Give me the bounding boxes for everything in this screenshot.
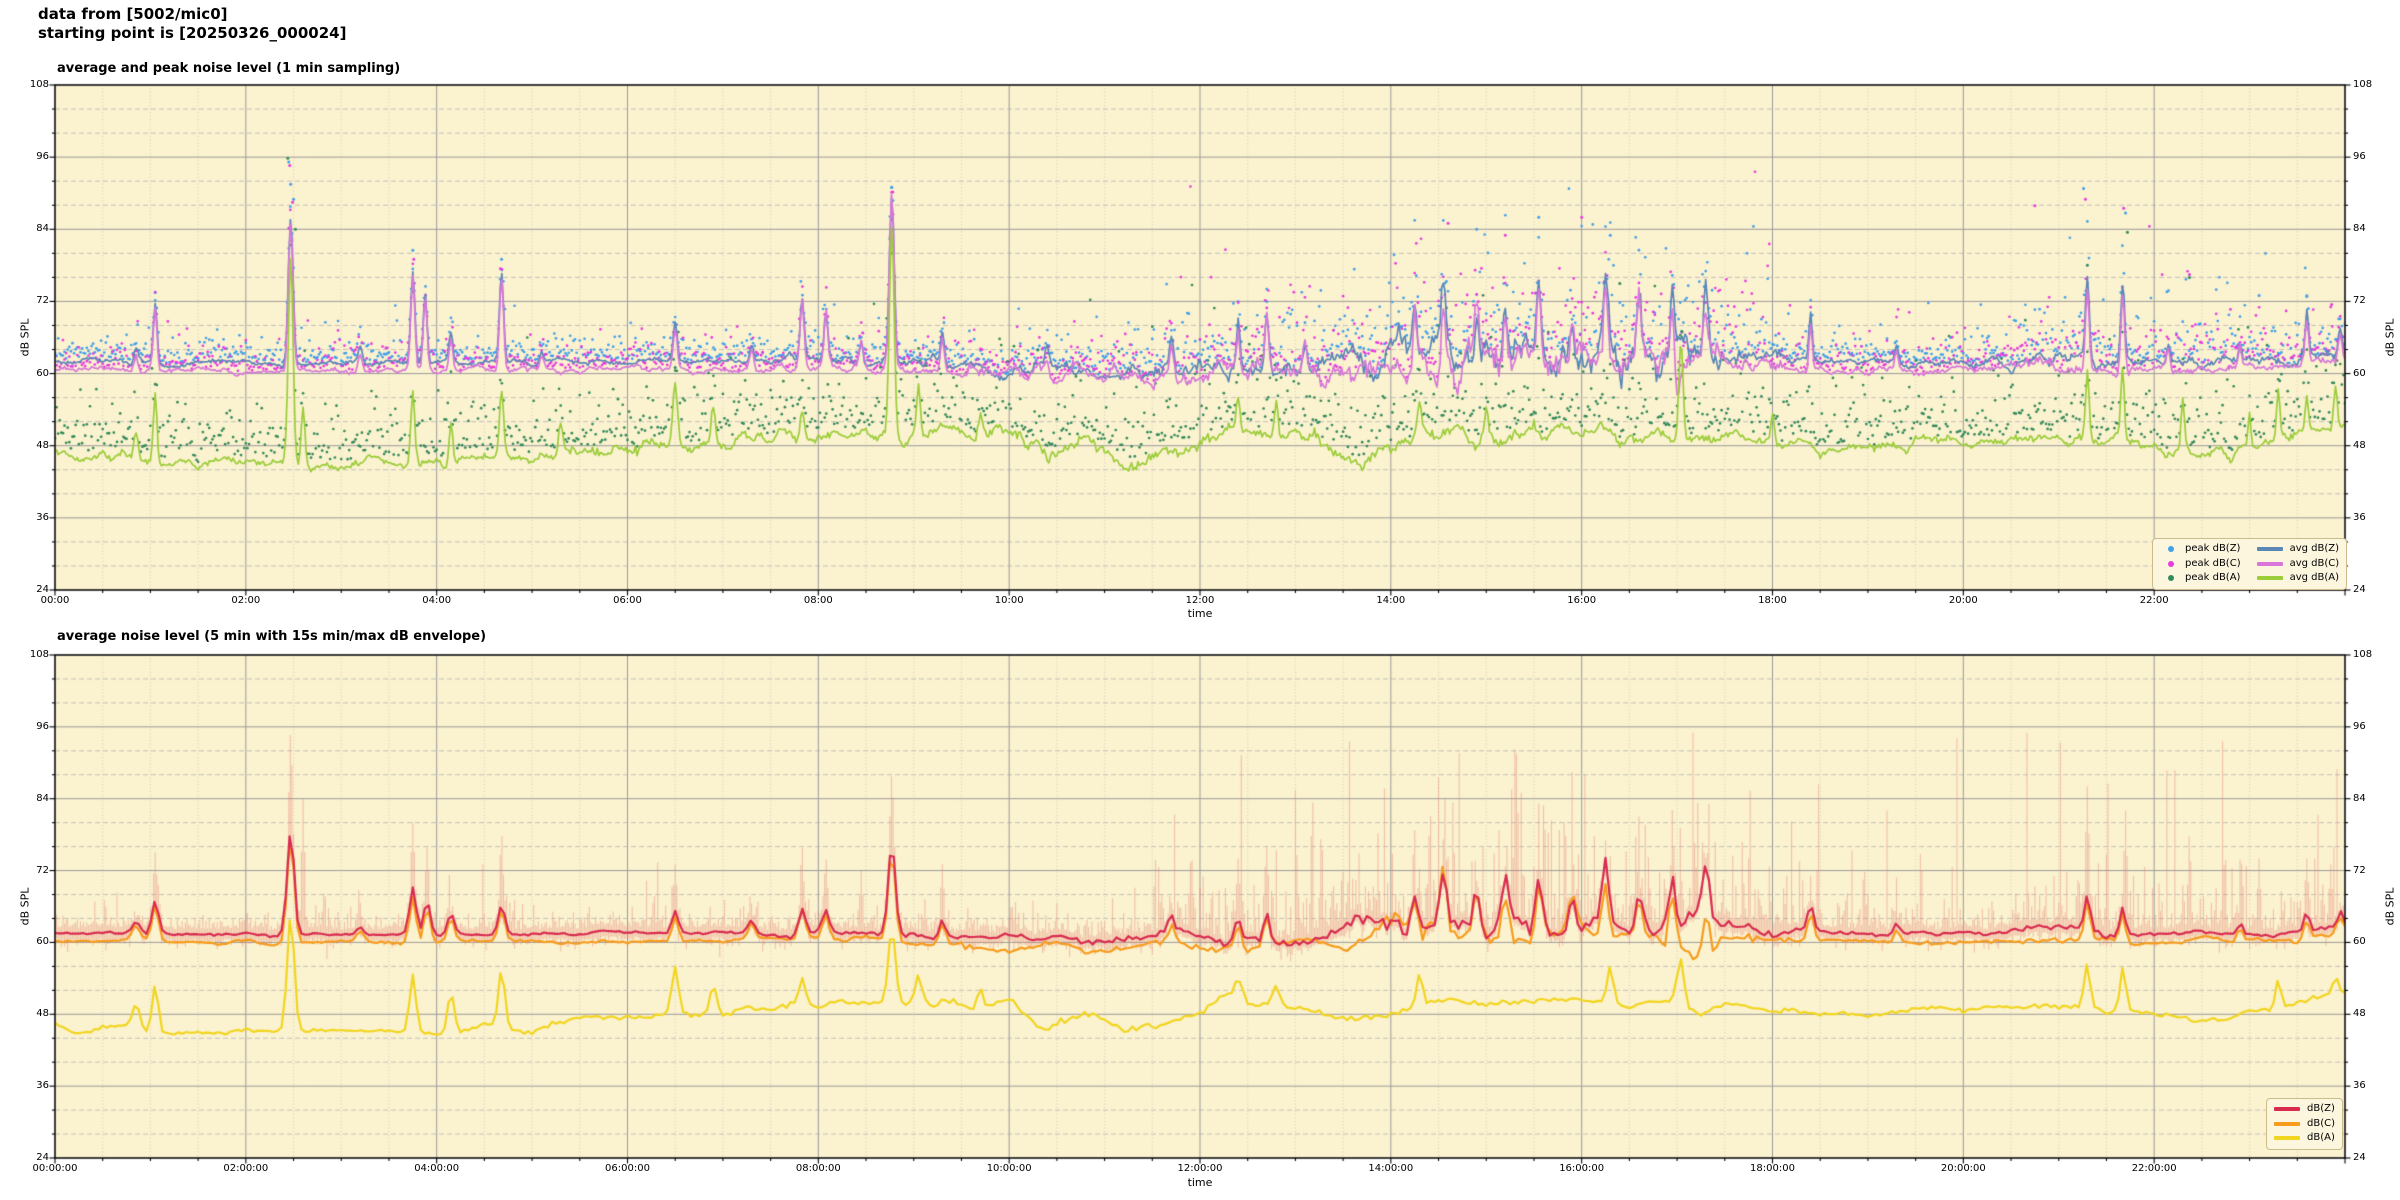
top-y-tick-label-right: 48 [2353,439,2366,451]
legend-entry: avg dB(Z) [2256,542,2340,557]
top-x-tick-label: 04:00 [422,595,452,606]
bottom-y-tick-label-right: 48 [2353,1008,2366,1020]
bottom-y-tick-label-right: 24 [2353,1152,2366,1163]
bottom-y-tick-label-right: 84 [2353,792,2366,804]
top-x-tick-label: 20:00 [1948,595,1978,606]
legend-label: dB(A) [2307,1132,2335,1143]
bottom-x-tick-label: 02:00:00 [223,1163,269,1174]
bottom-x-tick-label: 18:00:00 [1750,1163,1795,1174]
legend-entry: peak dB(A) [2160,571,2241,586]
top-y-tick-label-right: 84 [2353,223,2366,235]
top-y-tick-label-left: 108 [29,79,49,90]
legend-label: peak dB(A) [2185,572,2241,583]
bottom-y-tick-label-right: 36 [2353,1080,2366,1092]
legend-label: dB(C) [2307,1117,2335,1129]
bottom-y-tick-label-right: 96 [2353,720,2366,732]
top-y-tick-label-left: 72 [36,295,49,307]
bottom-x-tick-label: 00:00:00 [32,1163,78,1174]
top-y-tick-label-right: 108 [2353,79,2373,90]
top-x-tick-label: 02:00 [231,595,261,606]
top-y-tick-label-left: 24 [36,584,49,595]
bottom-x-tick-label: 06:00:00 [605,1163,650,1174]
top-x-tick-label: 10:00 [994,595,1024,606]
legend-line-swatch [2256,561,2283,566]
bottom-x-tick-label: 20:00:00 [1940,1163,1986,1174]
bottom-x-tick-label: 22:00:00 [2131,1163,2177,1174]
bottom-y-tick-label-left: 60 [36,936,49,948]
top-x-tick-label: 08:00 [803,595,833,606]
bottom-x-tick-label: 10:00:00 [986,1163,1032,1174]
top-x-tick-label: 22:00 [2139,595,2169,606]
legend-entry: dB(A) [2274,1131,2335,1146]
legend-label: avg dB(Z) [2289,543,2340,554]
top-y-tick-label-left: 84 [36,223,49,235]
top-x-tick-label: 00:00 [40,595,70,606]
top-y-tick-label-right: 60 [2353,367,2366,379]
legend-line-swatch [2274,1107,2300,1112]
legend-label: avg dB(A) [2289,572,2340,583]
bottom-y-tick-label-left: 108 [29,649,49,660]
top-y-tick-label-right: 72 [2353,295,2366,307]
bottom-y-tick-label-right: 108 [2353,649,2373,660]
top-y-tick-label-left: 48 [36,439,49,451]
legend-label: peak dB(C) [2185,557,2241,569]
top-x-tick-label: 18:00 [1758,595,1787,606]
bottom-x-tick-label: 12:00:00 [1177,1163,1223,1174]
top-x-tick-label: 16:00 [1567,595,1597,606]
legend-label: peak dB(Z) [2185,543,2241,554]
legend-dot-swatch [2168,546,2174,553]
bottom-y-tick-label-left: 84 [36,792,49,804]
legend-dot-swatch [2168,560,2174,567]
top-chart-canvas [0,48,2400,628]
bottom-y-tick-label-left: 96 [36,720,49,732]
legend-label: avg dB(C) [2289,557,2340,569]
top-chart-legend: peak dB(Z) avg dB(Z) peak dB(C) avg dB(C) pe… [2152,538,2348,590]
top-y-tick-label-left: 96 [36,151,49,163]
bottom-y-tick-label-left: 48 [36,1008,49,1020]
bottom-x-tick-label: 16:00:00 [1559,1163,1605,1174]
legend-dot-swatch [2168,575,2174,582]
bottom-x-tick-label: 08:00:00 [795,1163,841,1174]
bottom-x-tick-label: 14:00:00 [1368,1163,1414,1174]
bottom-y-tick-label-left: 72 [36,864,49,876]
legend-entry: dB(C) [2274,1117,2335,1132]
header-line-1: data from [5002/mic0] [38,5,228,23]
top-y-tick-label-right: 36 [2353,511,2366,523]
legend-line-swatch [2274,1136,2300,1141]
legend-entry: dB(Z) [2274,1102,2335,1117]
bottom-chart-canvas [0,628,2400,1200]
legend-line-swatch [2256,547,2283,552]
legend-entry: avg dB(A) [2256,571,2340,586]
legend-entry: peak dB(Z) [2160,542,2241,557]
bottom-x-tick-label: 04:00:00 [414,1163,460,1174]
legend-entry: peak dB(C) [2160,557,2241,572]
top-y-tick-label-right: 24 [2353,584,2366,595]
bottom-y-tick-label-left: 24 [36,1152,49,1163]
legend-line-swatch [2274,1121,2300,1126]
legend-line-swatch [2256,576,2283,581]
top-y-tick-label-left: 60 [36,367,49,379]
top-x-tick-label: 06:00 [613,595,642,606]
top-x-tick-label: 14:00 [1376,595,1406,606]
top-y-tick-label-left: 36 [36,511,49,523]
top-y-tick-label-right: 96 [2353,151,2366,163]
legend-entry: avg dB(C) [2256,557,2340,572]
legend-label: dB(Z) [2307,1103,2335,1114]
bottom-y-tick-label-right: 72 [2353,864,2366,876]
bottom-y-tick-label-left: 36 [36,1080,49,1092]
bottom-chart-legend: dB(Z) dB(C) dB(A) [2266,1098,2343,1150]
header-line-2: starting point is [20250326_000024] [38,24,347,42]
top-x-tick-label: 12:00 [1185,595,1215,606]
bottom-y-tick-label-right: 60 [2353,936,2366,948]
